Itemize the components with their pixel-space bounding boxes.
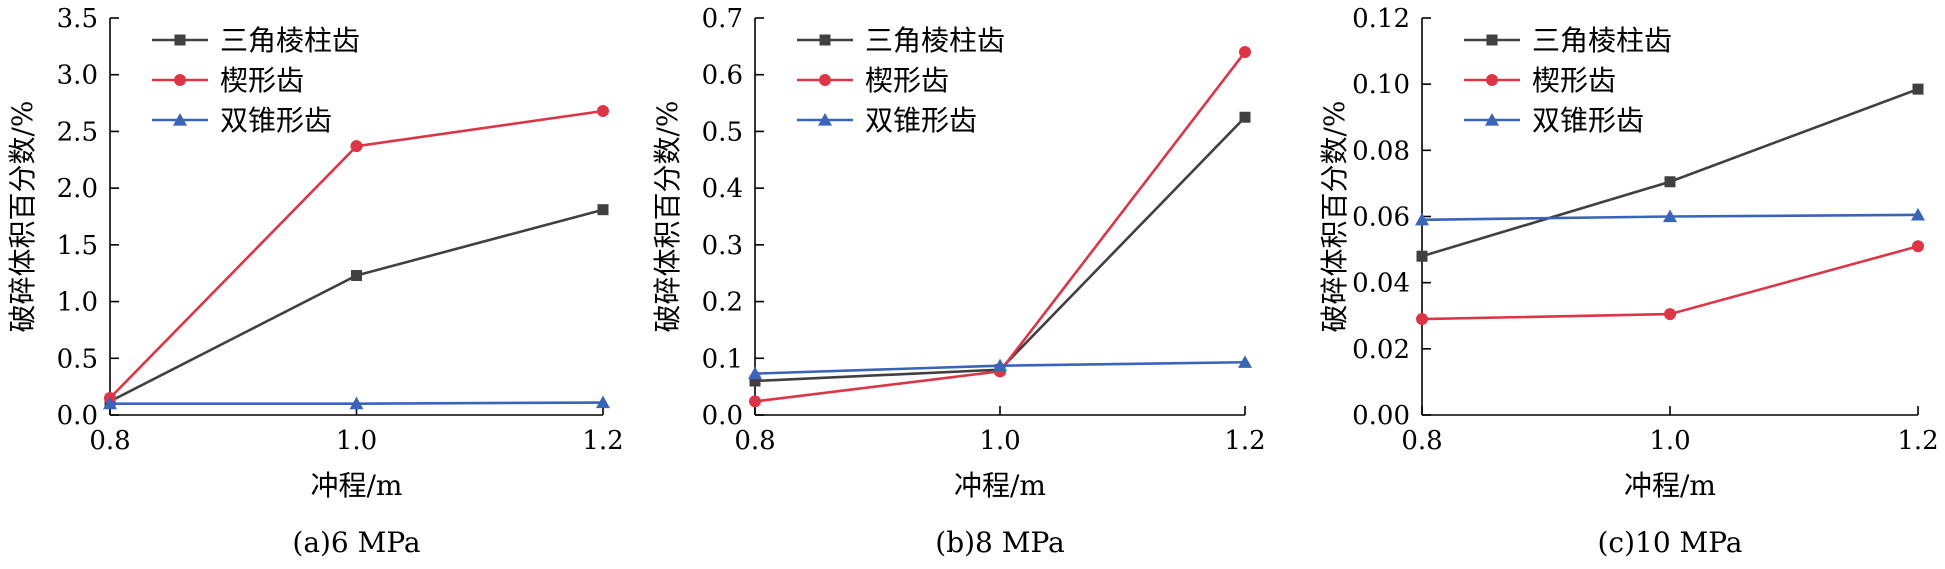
y-tick-label: 0.0: [57, 401, 98, 431]
series-2-point: [1416, 313, 1428, 326]
legend-marker: [1486, 34, 1498, 46]
x-tick-label: 1.0: [336, 426, 377, 456]
x-tick-label: 0.8: [89, 426, 130, 456]
series-line-2: [109, 109, 604, 399]
series-1-point: [351, 269, 362, 281]
x-axis-title: 冲程/m: [311, 469, 403, 502]
legend-marker: [1485, 113, 1499, 126]
series-1-point: [597, 204, 609, 216]
y-tick-label: 0.12: [1352, 4, 1410, 34]
legend-marker: [818, 113, 832, 126]
series-2-point: [1239, 46, 1251, 59]
x-tick-label: 1.2: [1224, 426, 1265, 456]
series-2-point: [749, 395, 761, 408]
legend-label: 双锥形齿: [220, 104, 332, 137]
y-axis-title: 破碎体积百分数/%: [651, 100, 684, 332]
y-tick-label: 0.02: [1352, 335, 1410, 365]
series-3-point: [103, 396, 117, 410]
x-tick-label: 1.0: [1649, 426, 1690, 456]
y-axis-title: 破碎体积百分数/%: [1318, 100, 1351, 332]
y-tick-label: 0.06: [1352, 203, 1410, 233]
legend-marker: [819, 34, 831, 46]
series-3-point: [993, 358, 1007, 372]
series-1-point: [1239, 111, 1251, 123]
x-axis-title: 冲程/m: [1624, 469, 1716, 502]
series-line-1: [1421, 87, 1919, 258]
chart-caption: (c)10 MPa: [1597, 526, 1742, 559]
chart-caption: (b)8 MPa: [935, 526, 1064, 559]
series-line-2: [754, 51, 1247, 403]
series-3-point: [1911, 207, 1925, 221]
x-axis-title: 冲程/m: [954, 469, 1046, 502]
series-1-point: [1912, 83, 1924, 95]
series-line-1: [109, 208, 604, 403]
legend-label: 三角棱柱齿: [220, 24, 360, 57]
y-tick-label: 0.04: [1352, 269, 1410, 299]
chart-panel-b: 0.0 0.1 0.2 0.3 0.4 0.5 0.6 0.7 0.8 1.0 1.2 冲程/m 破碎体…: [651, 4, 1266, 559]
y-axis-title: 破碎体积百分数/%: [6, 100, 39, 332]
chart-panel-c: 0.00 0.02 0.04 0.06 0.08 0.10 0.12 0.8 1.0 1.2 冲程/…: [1318, 4, 1939, 559]
y-tick-label: 0.08: [1352, 136, 1410, 166]
legend-label: 楔形齿: [220, 64, 304, 97]
y-tick-label: 1.5: [57, 231, 98, 261]
y-tick-label: 3.0: [57, 61, 98, 91]
y-tick-label: 0.4: [702, 174, 743, 204]
y-tick-label: 0.2: [702, 288, 743, 318]
y-tick-label: 0.10: [1352, 70, 1410, 100]
series-3-point: [596, 395, 610, 409]
y-tick-label: 0.1: [702, 344, 743, 374]
x-tick-label: 0.8: [1401, 426, 1442, 456]
x-tick-label: 0.8: [734, 426, 775, 456]
series-1-point: [749, 375, 761, 387]
series-1-point: [1416, 250, 1428, 262]
y-tick-label: 0.3: [702, 231, 743, 261]
legend-label: 双锥形齿: [865, 104, 977, 137]
y-tick-label: 0.0: [702, 401, 743, 431]
legend-marker: [1486, 74, 1498, 86]
legend-label: 楔形齿: [1532, 64, 1616, 97]
y-tick-label: 2.0: [57, 174, 98, 204]
series-2-point: [1912, 240, 1924, 253]
series-2-point: [350, 140, 363, 153]
y-tick-label: 3.5: [57, 4, 98, 34]
series-1-point: [1664, 176, 1676, 188]
legend-marker: [174, 74, 186, 86]
legend-label: 双锥形齿: [1532, 104, 1644, 137]
legend-marker: [173, 113, 187, 126]
chart-caption: (a)6 MPa: [292, 526, 420, 559]
y-tick-label: 0.6: [702, 61, 743, 91]
legend-label: 三角棱柱齿: [865, 24, 1005, 57]
x-tick-label: 1.2: [582, 426, 623, 456]
series-3-point: [349, 396, 364, 410]
x-tick-label: 1.2: [1897, 426, 1938, 456]
y-tick-label: 1.0: [57, 288, 98, 318]
legend-label: 楔形齿: [865, 64, 949, 97]
legend-marker: [174, 34, 186, 46]
chart-panel-a: 0.0 0.5 1.0 1.5 2.0 2.5 3.0 3.5 0.8 1.0 1.2 冲程/m 破碎体…: [6, 4, 624, 559]
y-tick-label: 0.7: [702, 4, 743, 34]
x-tick-label: 1.0: [979, 426, 1020, 456]
series-3-point: [1415, 212, 1429, 226]
y-tick-label: 2.5: [57, 117, 98, 147]
series-2-point: [1664, 308, 1676, 321]
series-3-point: [748, 366, 762, 380]
series-3-point: [1238, 355, 1252, 368]
series-3-point: [1663, 209, 1677, 223]
series-line-1: [754, 116, 1246, 383]
series-2-point: [597, 105, 609, 118]
legend-marker: [819, 74, 831, 86]
legend-label: 三角棱柱齿: [1532, 24, 1672, 57]
y-tick-label: 0.00: [1352, 401, 1410, 431]
y-tick-label: 0.5: [57, 344, 98, 374]
y-tick-label: 0.5: [702, 117, 743, 147]
